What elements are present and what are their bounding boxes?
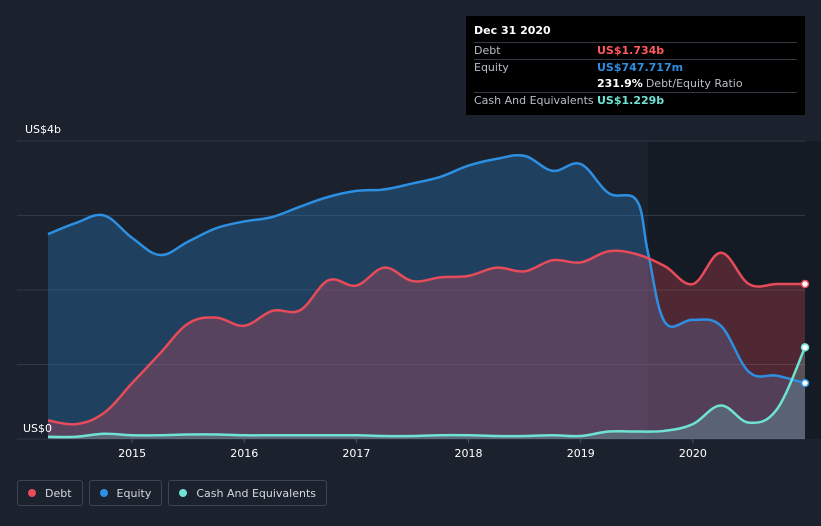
- legend-label-cash: Cash And Equivalents: [196, 486, 316, 500]
- data-tooltip: Dec 31 2020 Debt US$1.734b Equity US$747…: [466, 16, 805, 115]
- tooltip-cash-label: Cash And Equivalents: [474, 94, 594, 107]
- tooltip-debt-label: Debt: [474, 44, 501, 57]
- tooltip-equity-row: Equity US$747.717m: [474, 59, 797, 76]
- tooltip-cash-row: Cash And Equivalents US$1.229b: [474, 92, 797, 109]
- tooltip-cash-value: US$1.229b: [597, 94, 665, 107]
- tooltip-ratio-row: 231.9% Debt/Equity Ratio: [474, 76, 797, 92]
- tooltip-ratio-label: Debt/Equity Ratio: [645, 77, 743, 90]
- tooltip-date: Dec 31 2020: [474, 24, 551, 37]
- tooltip-debt-row: Debt US$1.734b: [474, 42, 797, 59]
- x-tick-label: 2017: [342, 447, 370, 460]
- legend-label-debt: Debt: [45, 486, 72, 500]
- debt-end-point: [800, 279, 810, 289]
- equity-line: [47, 153, 806, 385]
- tooltip-equity-value: US$747.717m: [597, 61, 684, 74]
- tooltip-equity-label: Equity: [474, 61, 509, 74]
- x-tick-label: 2019: [567, 447, 595, 460]
- y-axis-top-label: US$4b: [25, 123, 61, 136]
- equity-dot-icon: [99, 489, 108, 497]
- tooltip-debt-value: US$1.734b: [597, 44, 665, 57]
- equity-end-point: [800, 378, 810, 388]
- debt-dot-icon: [28, 489, 36, 497]
- legend-item-cash[interactable]: Cash And Equivalents: [168, 480, 327, 506]
- cash-end-point: [800, 343, 810, 352]
- debt-line: [47, 249, 805, 426]
- legend-item-debt[interactable]: Debt: [17, 480, 83, 506]
- legend-label-equity: Equity: [116, 486, 152, 500]
- cash-area: [48, 347, 805, 439]
- x-tick-label: 2018: [455, 447, 483, 460]
- x-tick-label: 2020: [679, 447, 707, 460]
- x-tick-label: 2015: [118, 447, 146, 460]
- debt-area: [48, 250, 805, 439]
- x-tick-label: 2016: [230, 447, 258, 460]
- chart-legend: Debt Equity Cash And Equivalents: [17, 480, 327, 506]
- cash-dot-icon: [179, 489, 188, 497]
- y-axis-bottom-label: US$0: [23, 422, 52, 435]
- legend-item-equity[interactable]: Equity: [88, 480, 163, 506]
- equity-area: [48, 155, 805, 440]
- cash-line: [47, 346, 807, 439]
- tooltip-ratio-value: 231.9%: [597, 77, 643, 90]
